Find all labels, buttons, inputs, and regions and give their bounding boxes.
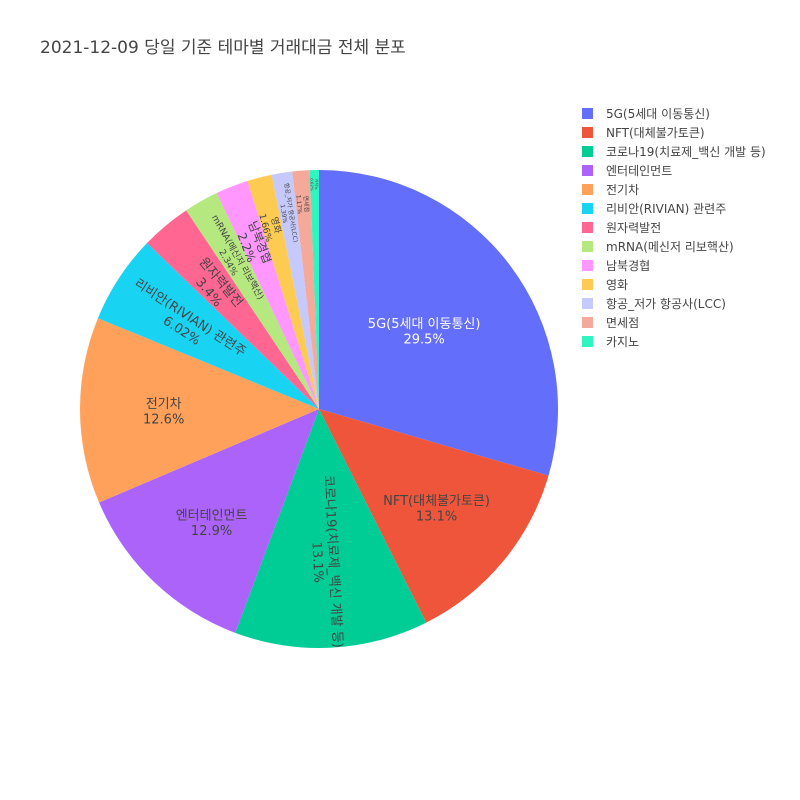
pie-slice-10[interactable] [271,171,319,409]
pie-slice-0[interactable] [319,170,559,476]
legend-label-7: mRNA(메신저 리보핵산) [606,240,734,254]
slice-label-0: 5G(5세대 이동통신)29.5% [368,317,481,348]
slice-label-percent-2: 13.1% [308,541,325,583]
legend-label-8: 남북경협 [606,259,651,273]
slice-label-name-3: 엔터테인먼트 [176,508,248,523]
slice-label-name-4: 전기차 [146,397,182,412]
legend-label-5: 리비안(RIVIAN) 관련주 [606,202,727,216]
slice-label-percent-0: 29.5% [403,333,444,348]
legend-label-11: 면세점 [606,316,640,330]
legend-label-9: 영화 [606,278,629,292]
chart-title: 2021-12-09 당일 기준 테마별 거래대금 전체 분포 [40,38,406,58]
legend-swatch-1 [582,127,593,138]
pie-slice-5[interactable] [97,243,319,409]
pie-slice-8[interactable] [216,180,319,409]
slice-label-1: NFT(대체불가토큰)13.1% [383,494,490,525]
slice-label-name-12: 카지노 [314,179,320,190]
slice-label-name-0: 5G(5세대 이동통신) [368,317,481,332]
pie-slice-12[interactable] [309,170,319,409]
pie-slice-4[interactable] [79,318,319,503]
slice-label-percent-10: 1.39% [278,204,288,224]
slice-label-percent-12: 0.62% [309,178,314,191]
legend-swatch-6 [582,222,593,233]
legend-swatch-11 [582,317,593,328]
legend-swatch-3 [582,165,593,176]
slice-label-name-1: NFT(대체불가토큰) [383,494,490,509]
legend-swatch-9 [582,279,593,290]
legend-swatch-8 [582,260,593,271]
legend-swatch-0 [582,108,593,119]
pie-slice-6[interactable] [147,210,319,409]
legend-label-12: 카지노 [606,335,640,349]
legend-label-1: NFT(대체불가토큰) [606,126,705,140]
legend-swatch-5 [582,203,593,214]
legend-swatch-4 [582,184,593,195]
pie-slice-3[interactable] [99,409,319,633]
legend-swatch-2 [582,146,593,157]
pie-slice-2[interactable] [235,409,427,649]
slice-label-percent-3: 12.9% [191,524,232,539]
legend-swatch-10 [582,298,593,309]
slice-label-percent-1: 13.1% [416,510,457,525]
legend-label-3: 엔터테인먼트 [606,164,673,178]
slice-label-percent-4: 12.6% [143,413,184,428]
legend-label-2: 코로나19(치료제_백신 개발 등) [606,145,766,159]
legend-swatch-7 [582,241,593,252]
slice-label-percent-11: 1.17% [294,195,302,215]
legend-swatch-12 [582,336,593,347]
pie-slice-7[interactable] [186,193,319,409]
slice-label-name-11: 면세점 [302,195,311,212]
slice-label-name-9: 영화 [268,216,283,235]
pie-slice-9[interactable] [247,174,319,409]
pie-slice-11[interactable] [292,170,319,409]
legend-label-6: 원자력발전 [606,221,662,235]
legend-label-0: 5G(5세대 이동통신) [606,107,710,121]
legend-label-10: 항공_저가 항공사(LCC) [606,297,726,311]
pie-slice-1[interactable] [319,409,549,623]
legend-label-4: 전기차 [606,183,640,197]
